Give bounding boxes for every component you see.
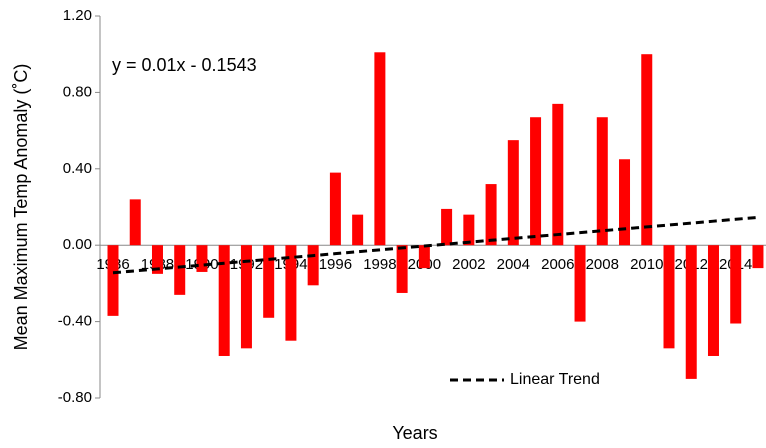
x-tick-label: 2006	[541, 256, 574, 273]
bar	[307, 245, 319, 286]
bar	[129, 199, 141, 246]
y-tick-label: -0.80	[58, 389, 92, 406]
bar	[396, 245, 408, 293]
bar	[374, 52, 386, 246]
bar	[263, 245, 275, 318]
y-tick-label: 0.80	[63, 83, 92, 100]
bar	[574, 245, 586, 322]
y-tick-label: 0.00	[63, 236, 92, 253]
bar	[151, 245, 163, 274]
bar	[730, 245, 742, 324]
bar	[596, 117, 608, 246]
bar	[507, 140, 519, 246]
bar	[240, 245, 252, 349]
bar	[707, 245, 719, 356]
bar	[641, 54, 653, 246]
bar	[352, 214, 364, 246]
bar	[329, 172, 341, 246]
annotation: y = 0.01x - 0.1543	[112, 55, 257, 75]
x-tick-label: 1996	[319, 256, 352, 273]
bar	[418, 245, 430, 269]
bar	[218, 245, 230, 356]
bar	[285, 245, 297, 341]
x-tick-label: 2002	[452, 256, 485, 273]
x-tick-label: 2010	[630, 256, 663, 273]
x-axis-label: Years	[392, 423, 437, 443]
bar	[485, 184, 497, 246]
bar	[619, 159, 631, 246]
trend-line	[112, 215, 759, 275]
x-tick-label: 2004	[497, 256, 530, 273]
bar	[441, 208, 453, 246]
legend-label: Linear Trend	[510, 371, 600, 388]
bar	[685, 245, 697, 379]
y-tick-label: 0.40	[63, 160, 92, 177]
bar	[196, 245, 208, 272]
bar	[752, 245, 764, 269]
bar	[663, 245, 675, 349]
y-tick-label: -0.40	[58, 313, 92, 330]
x-tick-label: 2008	[586, 256, 619, 273]
x-tick-label: 1998	[363, 256, 396, 273]
bar	[174, 245, 186, 295]
bar	[107, 245, 119, 316]
bar	[530, 117, 542, 246]
bar	[463, 214, 475, 246]
y-tick-label: 1.20	[63, 7, 92, 24]
bar	[552, 103, 564, 246]
y-axis-label: Mean Maximum Temp Anomaly (˚C)	[11, 64, 31, 351]
